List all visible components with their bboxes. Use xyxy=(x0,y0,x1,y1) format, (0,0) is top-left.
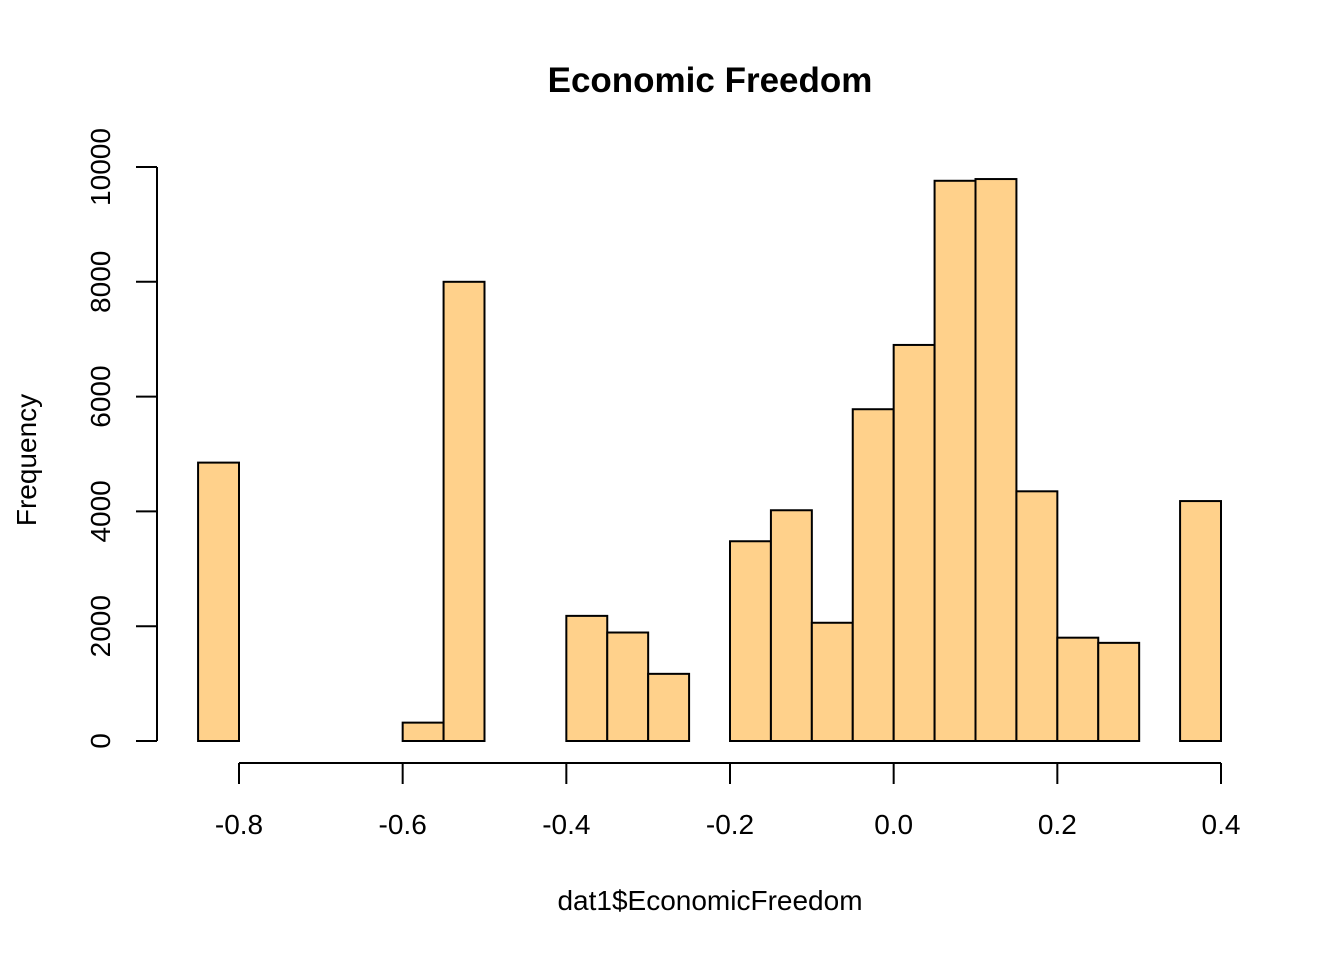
histogram-bar xyxy=(892,343,936,742)
y-axis: 0 2000 4000 6000 8000 10000 xyxy=(85,128,158,749)
histogram-bar xyxy=(769,509,813,742)
chart-title: Economic Freedom xyxy=(548,61,873,100)
x-tick-label: -0.8 xyxy=(215,809,263,840)
histogram-bar xyxy=(442,280,486,742)
x-tick-label: -0.4 xyxy=(542,809,590,840)
histogram-bar xyxy=(197,461,240,742)
y-axis-label: Frequency xyxy=(11,394,42,526)
histogram-bar xyxy=(1097,641,1141,742)
x-axis-label: dat1$EconomicFreedom xyxy=(557,885,862,916)
histogram-bar xyxy=(401,721,445,743)
histogram-bar xyxy=(974,178,1018,743)
y-tick-label: 10000 xyxy=(85,128,116,206)
y-tick-label: 6000 xyxy=(85,365,116,427)
x-tick-label: -0.6 xyxy=(379,809,427,840)
histogram-bar xyxy=(933,179,977,742)
x-tick-label: 0.4 xyxy=(1202,809,1241,840)
histogram-bar xyxy=(1179,500,1222,742)
y-tick-label: 2000 xyxy=(85,595,116,657)
y-tick-label: 8000 xyxy=(85,251,116,313)
histogram-bar xyxy=(647,672,691,743)
histogram-bar xyxy=(1015,490,1059,742)
x-tick-label: 0.0 xyxy=(874,809,913,840)
histogram-bar xyxy=(1056,636,1100,742)
histogram-bar xyxy=(729,540,772,742)
y-tick-label: 4000 xyxy=(85,480,116,542)
x-tick-label: 0.2 xyxy=(1038,809,1077,840)
bars-group xyxy=(197,178,1222,743)
x-tick-label: -0.2 xyxy=(706,809,754,840)
histogram-bar xyxy=(606,631,650,743)
histogram-bar xyxy=(565,614,609,742)
y-tick-label: 0 xyxy=(85,733,116,749)
histogram-bar xyxy=(810,621,854,743)
x-axis: -0.8 -0.6 -0.4 -0.2 0.0 0.2 0.4 xyxy=(215,762,1241,840)
histogram-bar xyxy=(851,408,895,742)
